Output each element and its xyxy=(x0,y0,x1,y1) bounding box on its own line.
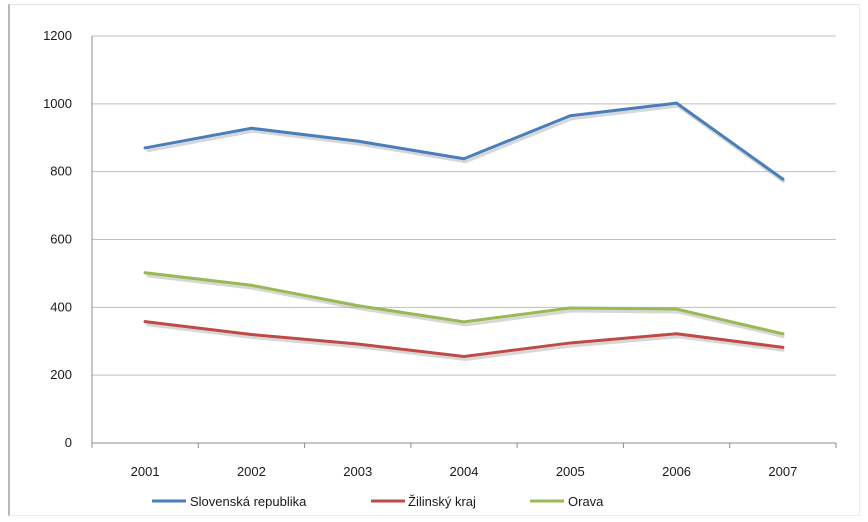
legend: Slovenská republika Žilinský kraj Orava xyxy=(152,494,604,509)
y-tick-label: 400 xyxy=(50,299,72,314)
y-axis: 0 200 400 600 800 1000 1200 xyxy=(43,28,93,450)
y-tick-label: 200 xyxy=(50,367,72,382)
y-tick-label: 800 xyxy=(50,164,72,179)
data-point xyxy=(356,342,360,346)
series-lines xyxy=(143,101,786,362)
data-point xyxy=(675,332,679,336)
gridlines xyxy=(92,35,836,444)
y-tick-label: 1200 xyxy=(43,28,72,43)
data-point xyxy=(568,114,572,118)
x-tick-label: 2001 xyxy=(131,464,160,479)
data-point xyxy=(356,304,360,308)
data-point xyxy=(249,332,253,336)
y-tick-label: 0 xyxy=(65,435,72,450)
series-line-0 xyxy=(143,101,785,181)
x-axis: 2001 2002 2003 2004 2005 2006 2007 xyxy=(91,443,837,479)
data-point xyxy=(781,177,785,181)
y-tick-label: 600 xyxy=(50,232,72,247)
data-point xyxy=(781,332,785,336)
chart-frame xyxy=(8,4,860,516)
data-point xyxy=(568,306,572,310)
data-point xyxy=(462,320,466,324)
data-point xyxy=(356,139,360,143)
y-tick-label: 1000 xyxy=(43,96,72,111)
series-shadow xyxy=(146,274,785,339)
x-tick-label: 2006 xyxy=(662,464,691,479)
data-point xyxy=(462,157,466,161)
x-tick-label: 2003 xyxy=(343,464,372,479)
legend-label: Slovenská republika xyxy=(190,494,307,509)
x-tick-label: 2005 xyxy=(556,464,585,479)
data-point xyxy=(568,341,572,345)
data-point xyxy=(675,307,679,311)
legend-label: Orava xyxy=(568,494,604,509)
series-shadow xyxy=(146,323,785,362)
data-point xyxy=(143,320,147,324)
legend-label: Žilinský kraj xyxy=(408,494,476,509)
x-tick-label: 2004 xyxy=(450,464,479,479)
data-point xyxy=(249,126,253,130)
data-point xyxy=(462,355,466,359)
x-tick-label: 2002 xyxy=(237,464,266,479)
data-point xyxy=(143,146,147,150)
series-shadow xyxy=(146,104,786,184)
data-point xyxy=(675,101,679,105)
x-tick-label: 2007 xyxy=(768,464,797,479)
data-point xyxy=(249,283,253,287)
data-point xyxy=(781,345,785,349)
data-point xyxy=(143,271,147,275)
